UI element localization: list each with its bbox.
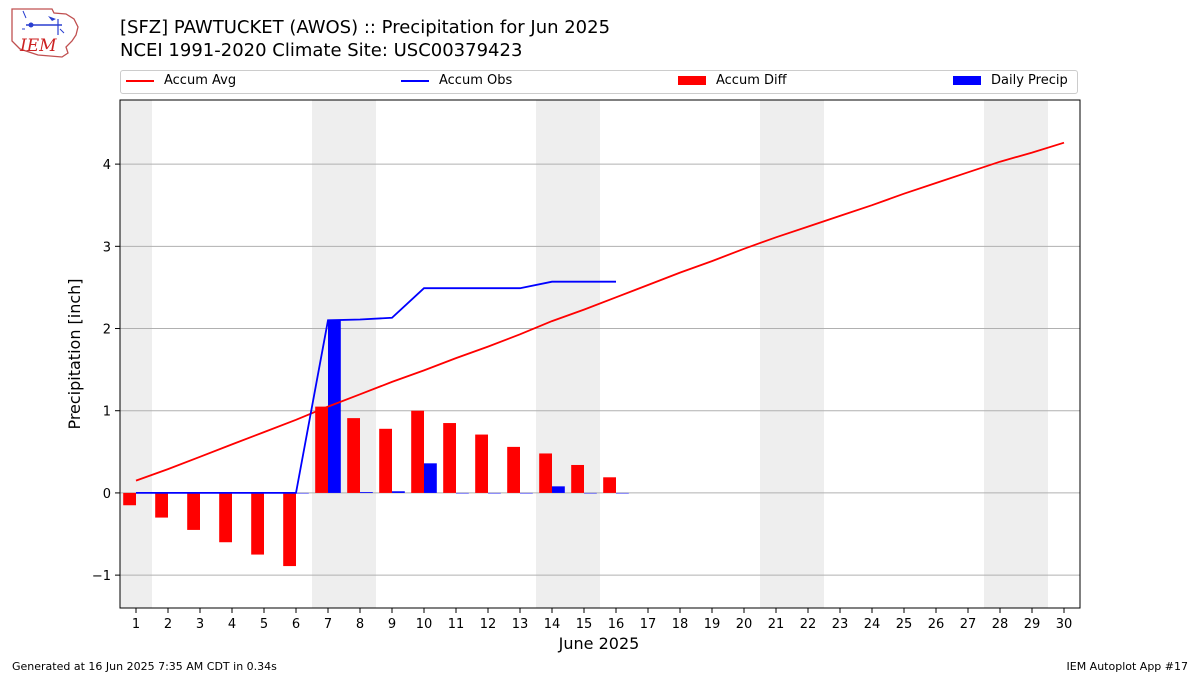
x-tick-label: 20	[736, 617, 753, 632]
x-tick-label: 14	[544, 617, 561, 632]
legend: Accum Avg Accum Obs Accum Diff Daily Pre…	[120, 70, 1078, 94]
legend-swatch	[953, 76, 981, 85]
x-tick-label: 12	[480, 617, 497, 632]
x-tick-label: 1	[132, 617, 140, 632]
legend-label: Accum Avg	[164, 73, 237, 88]
x-tick-label: 2	[164, 617, 172, 632]
x-tick-label: 3	[196, 617, 204, 632]
y-tick-label: 2	[103, 323, 111, 338]
daily-precip-bar	[520, 492, 533, 494]
x-tick-label: 23	[832, 617, 849, 632]
weekend-shade	[120, 100, 152, 608]
footer-app: IEM Autoplot App #17	[1066, 660, 1189, 673]
legend-item-accum-avg: Accum Avg	[126, 73, 236, 88]
accum-diff-bar	[443, 423, 456, 493]
accum-diff-bar	[507, 446, 520, 493]
weekend-shade	[984, 100, 1048, 608]
daily-precip-bar	[296, 492, 309, 494]
x-tick-label: 18	[672, 617, 689, 632]
accum-diff-bar	[411, 410, 424, 493]
accum-diff-bar	[347, 418, 360, 493]
daily-precip-bar	[360, 492, 373, 493]
weekend-shade	[536, 100, 600, 608]
x-tick-label: 13	[512, 617, 529, 632]
legend-label: Accum Diff	[716, 73, 787, 88]
accum-diff-bar	[379, 428, 392, 493]
x-tick-label: 15	[576, 617, 593, 632]
y-tick-label: −1	[92, 569, 111, 584]
legend-swatch	[401, 79, 429, 82]
x-tick-label: 27	[960, 617, 977, 632]
accum-diff-bar	[475, 434, 488, 493]
y-tick-label: 4	[103, 158, 111, 173]
legend-item-daily-precip: Daily Precip	[953, 73, 1068, 88]
accum-obs-line	[136, 280, 616, 494]
x-tick-label: 10	[416, 617, 433, 632]
daily-precip-bar	[456, 492, 469, 494]
daily-precip-bar	[616, 492, 629, 494]
accum-diff-bar	[219, 492, 232, 543]
x-tick-label: 26	[928, 617, 945, 632]
legend-swatch	[678, 76, 706, 85]
chart-title: [SFZ] PAWTUCKET (AWOS) :: Precipitation …	[120, 17, 611, 38]
y-axis-label: Precipitation [inch]	[65, 278, 84, 429]
y-tick-label: 0	[103, 487, 111, 502]
daily-precip-bar	[552, 486, 565, 493]
daily-precip-bar	[328, 320, 341, 493]
legend-item-accum-obs: Accum Obs	[401, 73, 512, 88]
x-tick-label: 25	[896, 617, 913, 632]
y-tick-label: 3	[103, 240, 111, 255]
legend-label: Accum Obs	[439, 73, 513, 88]
footer-generated: Generated at 16 Jun 2025 7:35 AM CDT in …	[12, 660, 277, 673]
x-tick-label: 24	[864, 617, 881, 632]
accum-diff-bar	[603, 477, 616, 493]
x-tick-label: 7	[324, 617, 332, 632]
accum-diff-bar	[315, 406, 328, 493]
x-tick-label: 30	[1056, 617, 1073, 632]
accum-diff-bar	[187, 492, 200, 530]
accum-diff-bar	[539, 453, 552, 493]
x-axis-label: June 2025	[558, 634, 640, 653]
svg-text:IEM: IEM	[19, 36, 57, 56]
accum-diff-bar	[251, 492, 264, 555]
accum-avg-line	[135, 141, 1065, 482]
legend-swatch	[126, 79, 154, 82]
x-tick-label: 4	[228, 617, 236, 632]
daily-precip-bar	[392, 491, 405, 493]
y-tick-label: 1	[103, 405, 111, 420]
x-tick-label: 16	[608, 617, 625, 632]
legend-label: Daily Precip	[991, 73, 1068, 88]
daily-precip-bar	[584, 492, 597, 494]
x-tick-label: 22	[800, 617, 817, 632]
daily-precip-bar	[488, 492, 501, 494]
accum-diff-bar	[283, 492, 296, 567]
daily-precip-bar	[424, 463, 437, 493]
accum-diff-bar	[571, 464, 584, 493]
x-tick-label: 5	[260, 617, 268, 632]
chart-subtitle: NCEI 1991-2020 Climate Site: USC00379423	[120, 40, 523, 61]
plot-frame	[119, 99, 1081, 609]
weekend-shade	[760, 100, 824, 608]
x-tick-label: 9	[388, 617, 396, 632]
x-tick-label: 28	[992, 617, 1009, 632]
iem-logo: IEM	[11, 8, 79, 58]
x-tick-label: 21	[768, 617, 785, 632]
x-tick-label: 29	[1024, 617, 1041, 632]
x-tick-label: 8	[356, 617, 364, 632]
x-tick-label: 17	[640, 617, 657, 632]
x-tick-label: 6	[292, 617, 300, 632]
x-tick-label: 19	[704, 617, 721, 632]
accum-diff-bar	[155, 492, 168, 518]
legend-item-accum-diff: Accum Diff	[678, 73, 787, 88]
accum-diff-bar	[123, 492, 136, 506]
x-tick-label: 11	[448, 617, 465, 632]
